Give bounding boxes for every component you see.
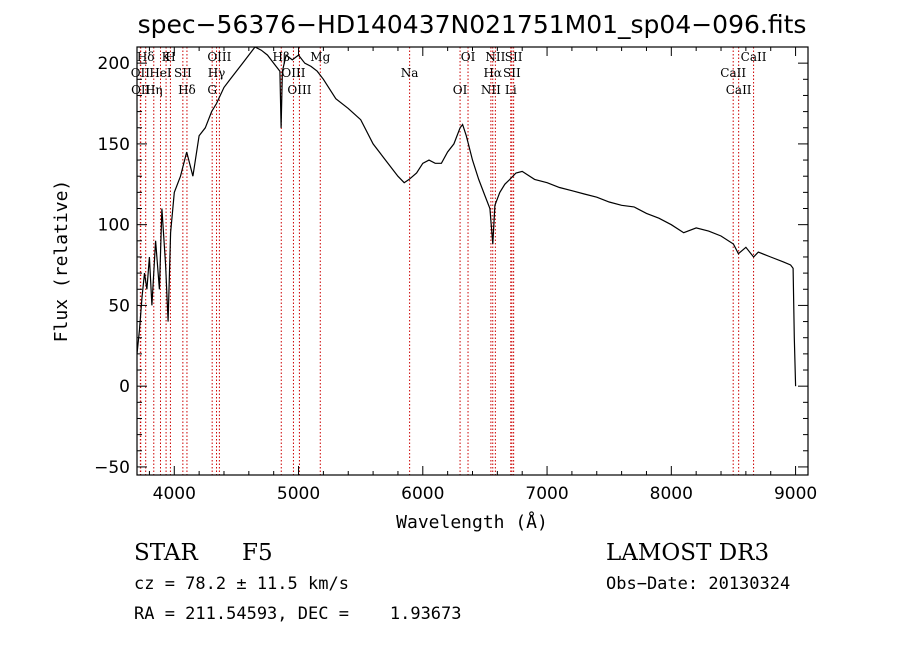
marker-label-9: OIII: [207, 50, 231, 64]
marker-label-15: Mg: [310, 50, 330, 64]
series-group: [137, 47, 797, 387]
marker-label-21: NII: [485, 50, 505, 64]
object-class: STAR: [134, 540, 198, 566]
marker-label-0: Hδ: [137, 50, 155, 64]
x-tick-label-2: 6000: [401, 484, 444, 504]
marker-label-26: CaII: [726, 83, 752, 97]
y-tick-label-3: 100: [98, 216, 130, 236]
marker-label-10: Hγ: [208, 66, 226, 80]
marker-label-12: Hβ: [273, 50, 290, 64]
marker-label-13: OIII: [281, 66, 305, 80]
y-tick-label-2: 50: [108, 296, 130, 316]
marker-label-19: Hα: [483, 66, 502, 80]
marker-label-18: OI: [461, 50, 476, 64]
axes: 4000 5000 6000 7000 8000 9000 −50 0 50 100 150 200: [94, 46, 817, 504]
y-tick-label-1: 0: [119, 377, 130, 397]
line-labels: Hδ OII OII K HeI Hη H SII Hδ OIII Hγ G Hβ OIII OIII Mg N…: [131, 50, 767, 97]
marker-label-11: G: [207, 83, 217, 97]
marker-label-14: OIII: [287, 83, 311, 97]
survey-name: LAMOST DR3: [606, 540, 770, 566]
marker-label-8: Hδ: [178, 83, 196, 97]
plot-frame: [136, 46, 809, 476]
redshift-readout: cz = 78.2 ± 11.5 km/s: [134, 574, 349, 594]
marker-label-3: K: [162, 50, 172, 64]
marker-label-20: NII: [481, 83, 501, 97]
x-tick-label-4: 8000: [650, 484, 693, 504]
x-tick-label-3: 7000: [525, 484, 568, 504]
x-axis-label: Wavelength (Å): [396, 511, 548, 533]
x-tick-label-5: 9000: [774, 484, 817, 504]
marker-label-27: CaII: [741, 50, 767, 64]
marker-label-22: SII: [503, 66, 521, 80]
obs-date: Obs−Date: 20130324: [606, 574, 791, 594]
y-tick-label-0: −50: [94, 458, 130, 478]
marker-label-7: SII: [174, 66, 192, 80]
marker-label-2: OII: [131, 83, 151, 97]
y-tick-label-5: 200: [98, 54, 130, 74]
marker-label-24: SII: [505, 50, 523, 64]
y-tick-label-4: 150: [98, 135, 130, 155]
coordinates: RA = 211.54593, DEC = 1.93673: [134, 604, 462, 624]
marker-label-16: Na: [401, 66, 419, 80]
y-axis-label: Flux (relative): [51, 180, 72, 343]
chart-title: spec−56376−HD140437N021751M01_sp04−096.f…: [138, 10, 807, 39]
marker-label-6: H: [165, 50, 175, 64]
marker-label-4: HeI: [149, 66, 172, 80]
x-tick-label-1: 5000: [277, 484, 320, 504]
marker-label-17: OI: [453, 83, 468, 97]
spectral-subclass: F5: [242, 540, 273, 566]
marker-label-23: Li: [505, 83, 517, 97]
marker-label-25: CaII: [720, 66, 746, 80]
marker-label-1: OII: [131, 66, 151, 80]
series-flux: [137, 47, 797, 387]
marker-label-5: Hη: [145, 83, 163, 97]
line-markers: [139, 47, 755, 475]
x-tick-label-0: 4000: [153, 484, 196, 504]
